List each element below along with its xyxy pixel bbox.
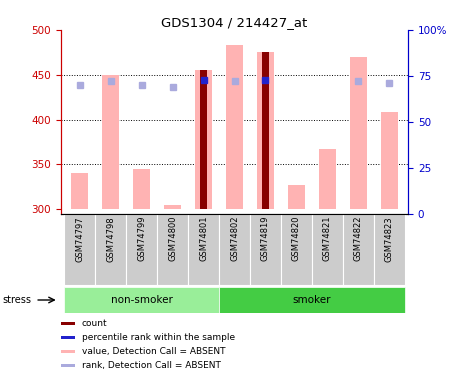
- Bar: [64, 214, 95, 285]
- Bar: [288, 185, 305, 209]
- Bar: [64, 287, 219, 313]
- Text: GSM74820: GSM74820: [292, 216, 301, 261]
- Bar: [102, 75, 119, 209]
- Text: stress: stress: [2, 295, 31, 305]
- Bar: [374, 214, 405, 285]
- Bar: [262, 53, 269, 209]
- Text: GSM74800: GSM74800: [168, 216, 177, 261]
- Bar: [61, 336, 75, 339]
- Bar: [200, 70, 207, 209]
- Bar: [61, 364, 75, 368]
- Bar: [257, 53, 274, 209]
- Bar: [164, 205, 181, 209]
- Text: GSM74802: GSM74802: [230, 216, 239, 261]
- Bar: [61, 322, 75, 325]
- Text: count: count: [82, 319, 107, 328]
- Bar: [350, 57, 367, 209]
- Bar: [61, 350, 75, 353]
- Bar: [133, 169, 150, 209]
- Text: non-smoker: non-smoker: [111, 295, 173, 305]
- Bar: [126, 214, 157, 285]
- Text: value, Detection Call = ABSENT: value, Detection Call = ABSENT: [82, 347, 225, 356]
- Text: GSM74801: GSM74801: [199, 216, 208, 261]
- Bar: [312, 214, 343, 285]
- Text: percentile rank within the sample: percentile rank within the sample: [82, 333, 235, 342]
- Bar: [188, 214, 219, 285]
- Bar: [71, 173, 88, 209]
- Bar: [226, 45, 243, 209]
- Bar: [95, 214, 126, 285]
- Bar: [319, 149, 336, 209]
- Text: rank, Detection Call = ABSENT: rank, Detection Call = ABSENT: [82, 361, 221, 370]
- Title: GDS1304 / 214427_at: GDS1304 / 214427_at: [161, 16, 308, 29]
- Bar: [343, 214, 374, 285]
- Bar: [381, 112, 398, 209]
- Bar: [195, 70, 212, 209]
- Text: smoker: smoker: [293, 295, 331, 305]
- Text: GSM74822: GSM74822: [354, 216, 363, 261]
- Bar: [219, 214, 250, 285]
- Text: GSM74798: GSM74798: [106, 216, 115, 261]
- Bar: [250, 214, 281, 285]
- Bar: [157, 214, 188, 285]
- Text: GSM74797: GSM74797: [75, 216, 84, 261]
- Text: GSM74823: GSM74823: [385, 216, 394, 261]
- Text: GSM74819: GSM74819: [261, 216, 270, 261]
- Bar: [219, 287, 405, 313]
- Text: GSM74799: GSM74799: [137, 216, 146, 261]
- Bar: [281, 214, 312, 285]
- Text: GSM74821: GSM74821: [323, 216, 332, 261]
